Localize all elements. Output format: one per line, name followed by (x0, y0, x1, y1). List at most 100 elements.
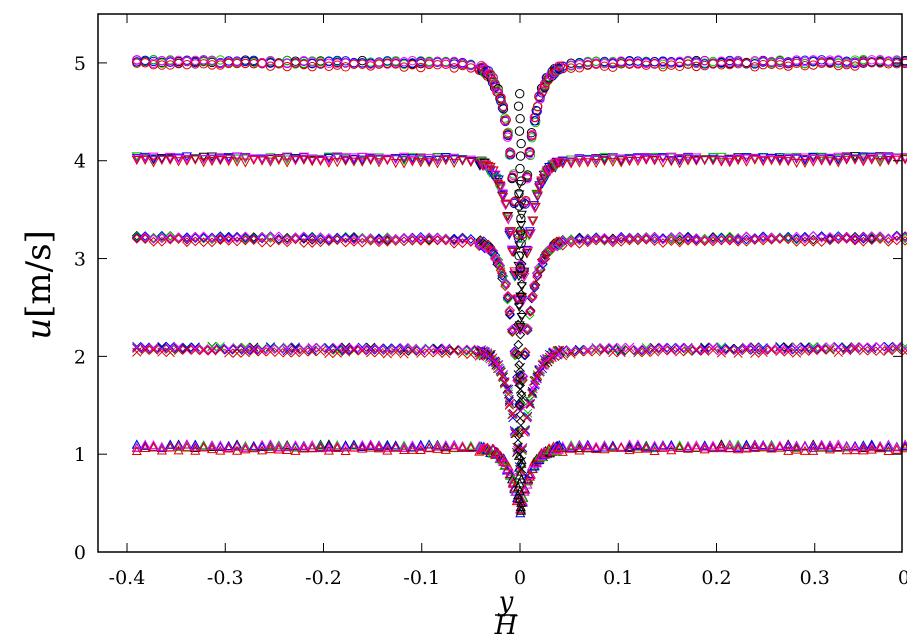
marker-triangle-down (682, 153, 694, 163)
marker-triangle-down (198, 152, 209, 162)
marker-x (182, 344, 192, 354)
marker-diamond (528, 290, 538, 301)
marker-x (833, 343, 843, 353)
marker-diamond (165, 233, 176, 244)
marker-x (290, 343, 301, 353)
marker-x (382, 345, 392, 355)
marker-diamond (582, 234, 593, 244)
marker-x (148, 345, 159, 355)
marker-triangle-down (521, 245, 532, 255)
marker-diamond (582, 233, 593, 244)
marker-triangle-up (399, 444, 410, 454)
marker-diamond (457, 233, 468, 244)
marker-circle (783, 61, 793, 71)
marker-x (750, 345, 760, 355)
marker-diamond (724, 235, 735, 246)
marker-x (842, 343, 852, 354)
marker-triangle-down (674, 153, 685, 164)
marker-triangle-down (501, 199, 512, 209)
marker-triangle-up (783, 441, 794, 451)
marker-triangle-down (432, 153, 443, 163)
marker-x (441, 346, 451, 356)
marker-diamond (616, 233, 627, 243)
marker-x (775, 345, 785, 355)
marker-diamond (257, 233, 268, 244)
marker-diamond (298, 233, 309, 243)
marker-triangle-up (724, 440, 735, 450)
marker-triangle-up (340, 440, 351, 450)
marker-diamond (607, 233, 618, 244)
marker-diamond (232, 236, 242, 247)
marker-triangle-down (849, 155, 861, 165)
marker-triangle-up (140, 439, 151, 449)
marker-triangle-up (766, 443, 777, 453)
marker-triangle-down (783, 157, 794, 167)
marker-triangle-up (582, 439, 593, 449)
marker-triangle-up (407, 442, 418, 452)
marker-triangle-down (181, 156, 192, 166)
marker-triangle-down (733, 154, 744, 164)
marker-triangle-up (165, 439, 176, 449)
marker-triangle-down (758, 157, 769, 167)
marker-triangle-up (632, 443, 643, 453)
marker-triangle-down (632, 154, 643, 164)
marker-triangle-down (257, 156, 268, 166)
marker-x (290, 345, 301, 355)
marker-x (733, 345, 743, 355)
marker-triangle-down (799, 153, 810, 163)
marker-triangle-up (173, 441, 184, 451)
marker-triangle-down (315, 155, 326, 165)
marker-x (274, 347, 284, 358)
marker-diamond (591, 235, 602, 246)
marker-diamond (307, 232, 318, 243)
marker-diamond (498, 271, 509, 282)
marker-triangle-up (465, 442, 476, 453)
marker-diamond (800, 231, 810, 242)
marker-diamond (374, 233, 384, 244)
marker-diamond (691, 233, 702, 244)
marker-circle (496, 93, 506, 103)
marker-triangle-down (666, 152, 677, 162)
marker-x (842, 345, 852, 355)
marker-diamond (173, 234, 184, 245)
marker-triangle-down (516, 293, 528, 303)
marker-x (725, 343, 735, 353)
marker-x (374, 347, 384, 358)
marker-x (132, 342, 142, 353)
marker-x (741, 343, 752, 354)
marker-triangle-up (298, 443, 309, 453)
marker-diamond (850, 231, 860, 242)
marker-diamond (574, 235, 585, 245)
marker-diamond (510, 348, 521, 359)
marker-diamond (833, 231, 844, 241)
marker-triangle-up (858, 440, 869, 450)
marker-diamond (449, 238, 460, 249)
marker-triangle-up (875, 442, 886, 453)
marker-diamond (349, 231, 359, 242)
marker-triangle-down (156, 155, 167, 165)
x-tick-label: 0.4 (898, 567, 907, 589)
marker-triangle-up (131, 445, 142, 456)
marker-triangle-down (741, 153, 752, 163)
marker-triangle-down (808, 152, 819, 163)
marker-x (457, 344, 468, 355)
marker-x (140, 342, 150, 352)
marker-triangle-up (858, 441, 869, 452)
marker-x (449, 346, 459, 356)
marker-diamond (240, 232, 251, 243)
marker-x (758, 343, 768, 353)
marker-triangle-down (816, 155, 827, 165)
marker-diamond (866, 231, 877, 241)
marker-diamond (449, 233, 460, 244)
marker-diamond (733, 233, 744, 244)
marker-triangle-down (399, 159, 410, 169)
marker-circle (517, 233, 527, 243)
marker-triangle-down (140, 154, 151, 164)
marker-triangle-up (315, 440, 326, 450)
marker-x (232, 344, 242, 354)
marker-triangle-up (198, 440, 209, 450)
marker-diamond (298, 238, 309, 248)
marker-triangle-down (323, 153, 334, 163)
marker-triangle-up (774, 442, 785, 452)
marker-triangle-down (501, 212, 513, 222)
